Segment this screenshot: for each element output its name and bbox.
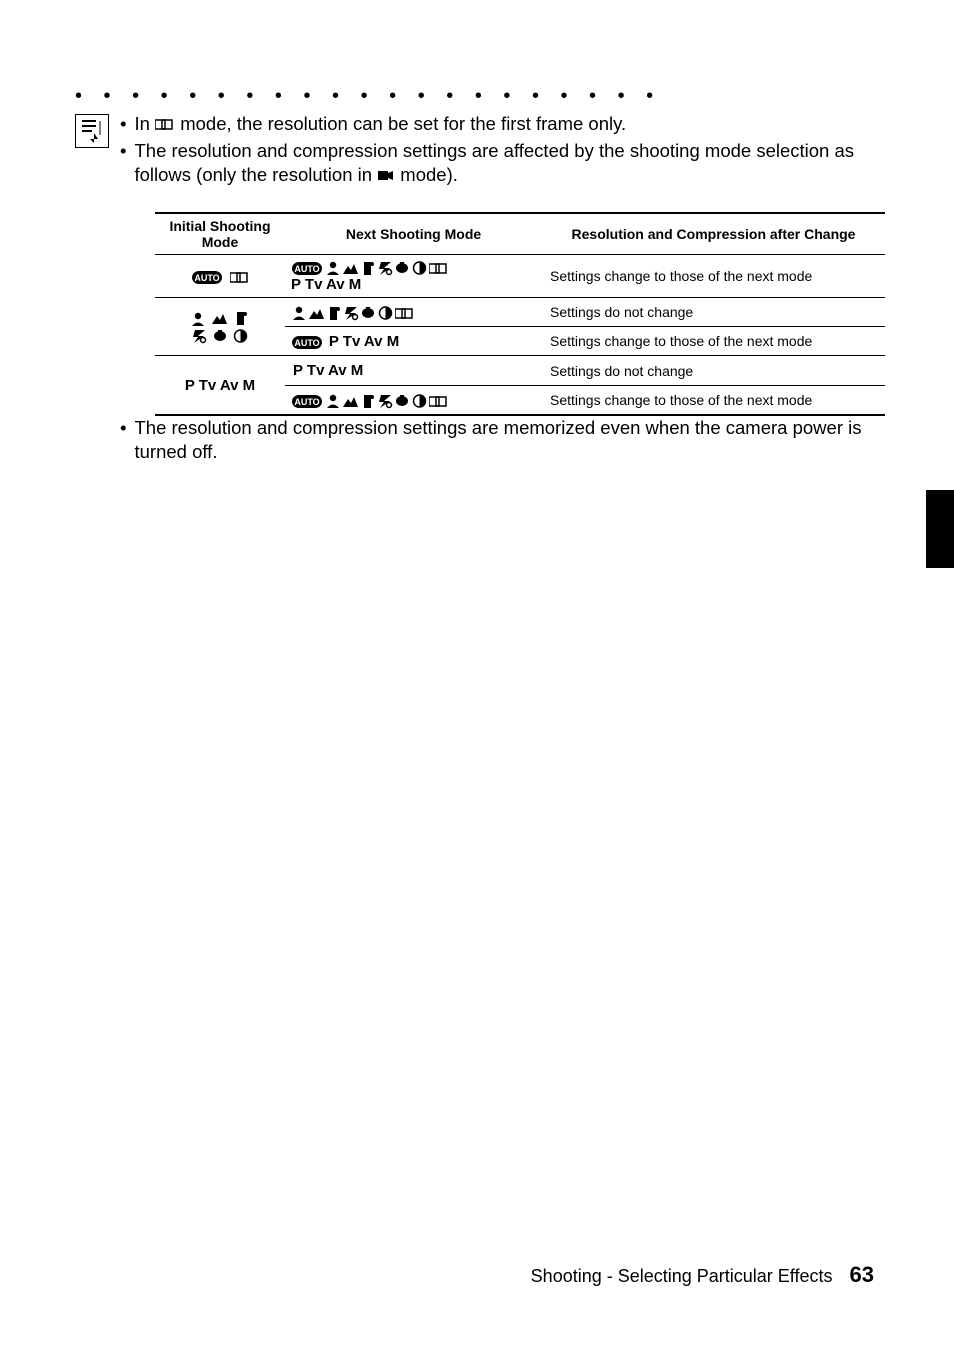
ptvavm-2: P Tv Av M [329, 333, 399, 350]
r5-result: Settings change to those of the next mod… [542, 386, 885, 416]
bullet-1-pre: In [134, 113, 155, 134]
mode-table: Initial Shooting Mode Next Shooting Mode… [155, 212, 885, 416]
r1-next: P Tv Av M [285, 255, 542, 298]
bullet-2-text: The resolution and compression settings … [134, 139, 874, 188]
bullet-2-pre: The resolution and compression settings … [134, 140, 854, 185]
ptvavm-3: P Tv Av M [185, 377, 255, 394]
r1-initial [155, 255, 285, 298]
r4-next: P Tv Av M [285, 356, 542, 386]
th-initial: Initial Shooting Mode [155, 213, 285, 255]
section-tab [926, 490, 954, 568]
bullet-1-text: In mode, the resolution can be set for t… [134, 112, 874, 137]
r4-result: Settings do not change [542, 356, 885, 386]
bullet-2-post: mode). [395, 164, 458, 185]
note-bullets: • In mode, the resolution can be set for… [120, 112, 874, 190]
note-icon [75, 114, 109, 148]
bullet-mark: • [120, 139, 126, 188]
stitch-icon [155, 113, 175, 137]
bullet-1: • In mode, the resolution can be set for… [120, 112, 874, 137]
r1-result: Settings change to those of the next mod… [542, 255, 885, 298]
bullet-mark: • [120, 112, 126, 137]
bullet-3-text: The resolution and compression settings … [134, 416, 874, 464]
bullet-3: • The resolution and compression setting… [120, 416, 874, 464]
page-number: 63 [850, 1262, 874, 1287]
movie-icon [377, 164, 395, 188]
r2-result: Settings do not change [542, 298, 885, 327]
r2-initial [155, 298, 285, 356]
page-footer: Shooting - Selecting Particular Effects … [531, 1262, 874, 1288]
th-result: Resolution and Compression after Change [542, 213, 885, 255]
footer-text: Shooting - Selecting Particular Effects [531, 1266, 833, 1286]
ptvavm-1: P Tv Av M [291, 276, 536, 293]
r4-initial: P Tv Av M [155, 356, 285, 416]
r5-next [285, 386, 542, 416]
dots-decoration: • • • • • • • • • • • • • • • • • • • • … [75, 85, 661, 108]
r2-next [285, 298, 542, 327]
r3-next: P Tv Av M [285, 327, 542, 356]
bullet-1-post: mode, the resolution can be set for the … [175, 113, 626, 134]
r3-result: Settings change to those of the next mod… [542, 327, 885, 356]
th-next: Next Shooting Mode [285, 213, 542, 255]
ptvavm-4: P Tv Av M [293, 362, 363, 379]
bullet-2: • The resolution and compression setting… [120, 139, 874, 188]
bullet-mark: • [120, 416, 126, 464]
